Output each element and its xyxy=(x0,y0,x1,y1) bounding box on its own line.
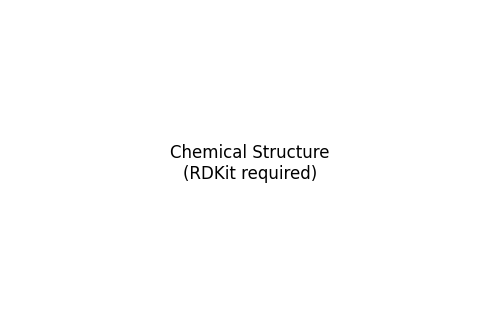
Text: Chemical Structure
(RDKit required): Chemical Structure (RDKit required) xyxy=(170,144,330,183)
